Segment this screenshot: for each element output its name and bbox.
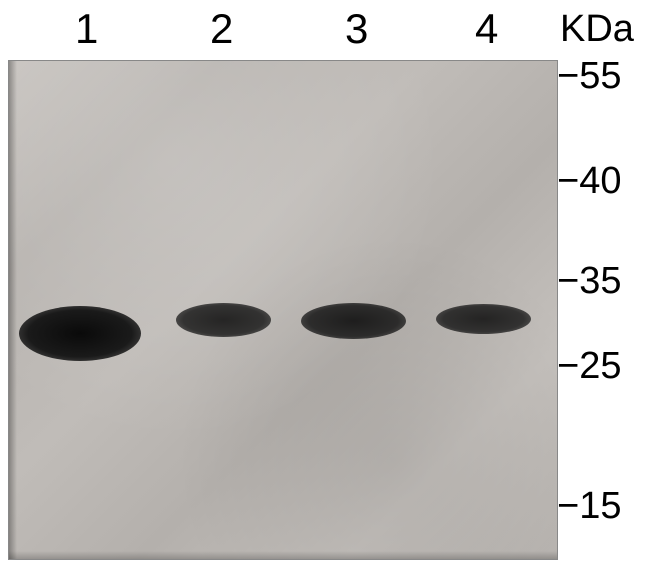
blot-membrane-area xyxy=(8,60,558,560)
lane-label-2: 2 xyxy=(210,5,233,53)
western-blot-figure: 1 2 3 4 KDa −55 −40 −35 −25 −15 xyxy=(0,0,650,570)
band-lane-3 xyxy=(301,303,406,339)
band-lane-4 xyxy=(436,304,531,334)
marker-55: −55 xyxy=(557,55,621,98)
band-lane-2 xyxy=(176,303,271,337)
marker-35: −35 xyxy=(557,260,621,303)
band-lane-1 xyxy=(19,306,141,361)
membrane-edge-shadow xyxy=(9,61,17,559)
marker-40: −40 xyxy=(557,160,621,203)
marker-15: −15 xyxy=(557,485,621,528)
marker-25: −25 xyxy=(557,345,621,388)
membrane-bottom-shadow xyxy=(9,551,557,559)
kda-header: KDa xyxy=(560,8,634,51)
lane-label-3: 3 xyxy=(345,5,368,53)
lane-label-1: 1 xyxy=(75,5,98,53)
lane-label-4: 4 xyxy=(475,5,498,53)
